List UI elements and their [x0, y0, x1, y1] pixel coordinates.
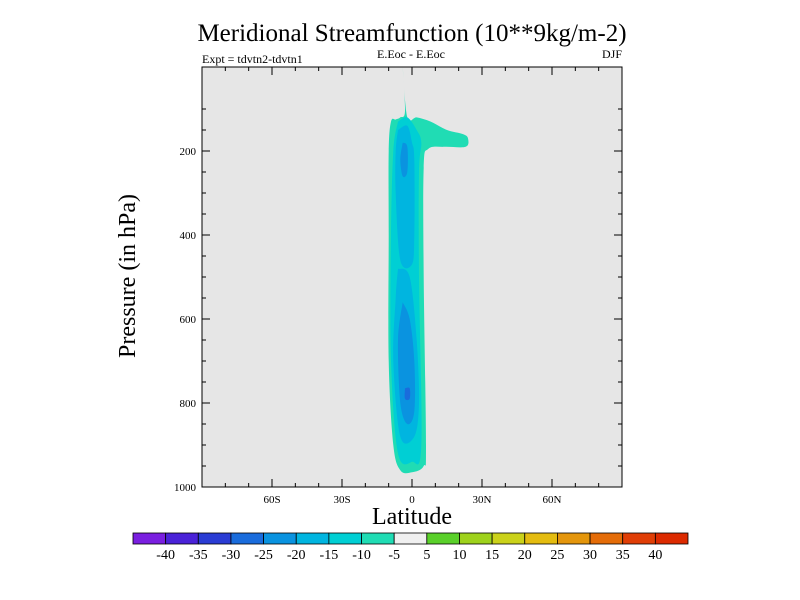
contour-core-upper [395, 125, 415, 269]
y-tick-label: 800 [180, 398, 197, 410]
x-tick-label: 30S [333, 494, 350, 506]
colorbar-swatch [557, 532, 591, 545]
x-axis-label: Latitude [372, 504, 452, 530]
colorbar-label: -10 [352, 548, 371, 563]
colorbar-label: -30 [222, 548, 241, 563]
x-tick-label: 30N [473, 494, 492, 506]
colorbar-label: -15 [320, 548, 339, 563]
colorbar-swatch [654, 532, 689, 545]
subtitle-center: E.Eoc - E.Eoc [377, 47, 445, 61]
colorbar-swatch [491, 532, 526, 545]
season-label: DJF [602, 47, 622, 61]
colorbar-label: 10 [452, 548, 466, 563]
colorbar-swatch [328, 532, 362, 545]
y-axis-label: Pressure (in hPa) [115, 194, 141, 358]
colorbar-swatch [459, 532, 493, 545]
colorbar-label: 15 [485, 548, 499, 563]
colorbar-label: -5 [388, 548, 400, 563]
x-tick-label: 60S [263, 494, 280, 506]
colorbar-label: 30 [583, 548, 597, 563]
chart-title: Meridional Streamfunction (10**9kg/m-2) [197, 20, 626, 47]
y-tick-label: 400 [180, 230, 197, 242]
colorbar-swatch [295, 532, 330, 545]
colorbar-swatch [230, 532, 264, 545]
colorbar-swatch [393, 532, 428, 545]
colorbar-label: 25 [550, 548, 564, 563]
y-tick-label: 600 [180, 314, 197, 326]
colorbar-swatch [361, 532, 395, 545]
colorbar-swatch [622, 532, 656, 545]
y-tick-label: 1000 [174, 482, 197, 494]
colorbar-label: -25 [254, 548, 273, 563]
colorbar-label: 35 [616, 548, 630, 563]
plot-area: 60S 30S 0 30N 60N 200 400 600 800 1000 [174, 66, 623, 506]
colorbar-label: 5 [423, 548, 430, 563]
x-tick-label: 0 [409, 494, 415, 506]
colorbar-swatch [165, 532, 199, 545]
experiment-label: Expt = tdvtn2-tdvtn1 [202, 52, 303, 66]
y-tick-label: 200 [180, 146, 197, 158]
contour-core-deep-lower [397, 302, 416, 425]
colorbar-swatch [132, 532, 167, 545]
colorbar-label: 40 [648, 548, 662, 563]
colorbar-swatch [589, 532, 624, 545]
colorbar-swatch [524, 532, 558, 545]
colorbar-label: -40 [156, 548, 175, 563]
x-tick-label: 60N [543, 494, 562, 506]
contour-core-deep-upper [400, 142, 408, 178]
colorbar-label: -35 [189, 548, 208, 563]
colorbar-label: 20 [518, 548, 532, 563]
colorbar-swatch [263, 532, 297, 545]
contour-minimum-dot [404, 387, 411, 401]
colorbar: -40 -35 -30 -25 -20 -15 -10 -5 5 10 15 20 25 30 35 40 [132, 532, 689, 563]
colorbar-label: -20 [287, 548, 306, 563]
colorbar-swatch [197, 532, 232, 545]
colorbar-swatch [426, 532, 460, 545]
